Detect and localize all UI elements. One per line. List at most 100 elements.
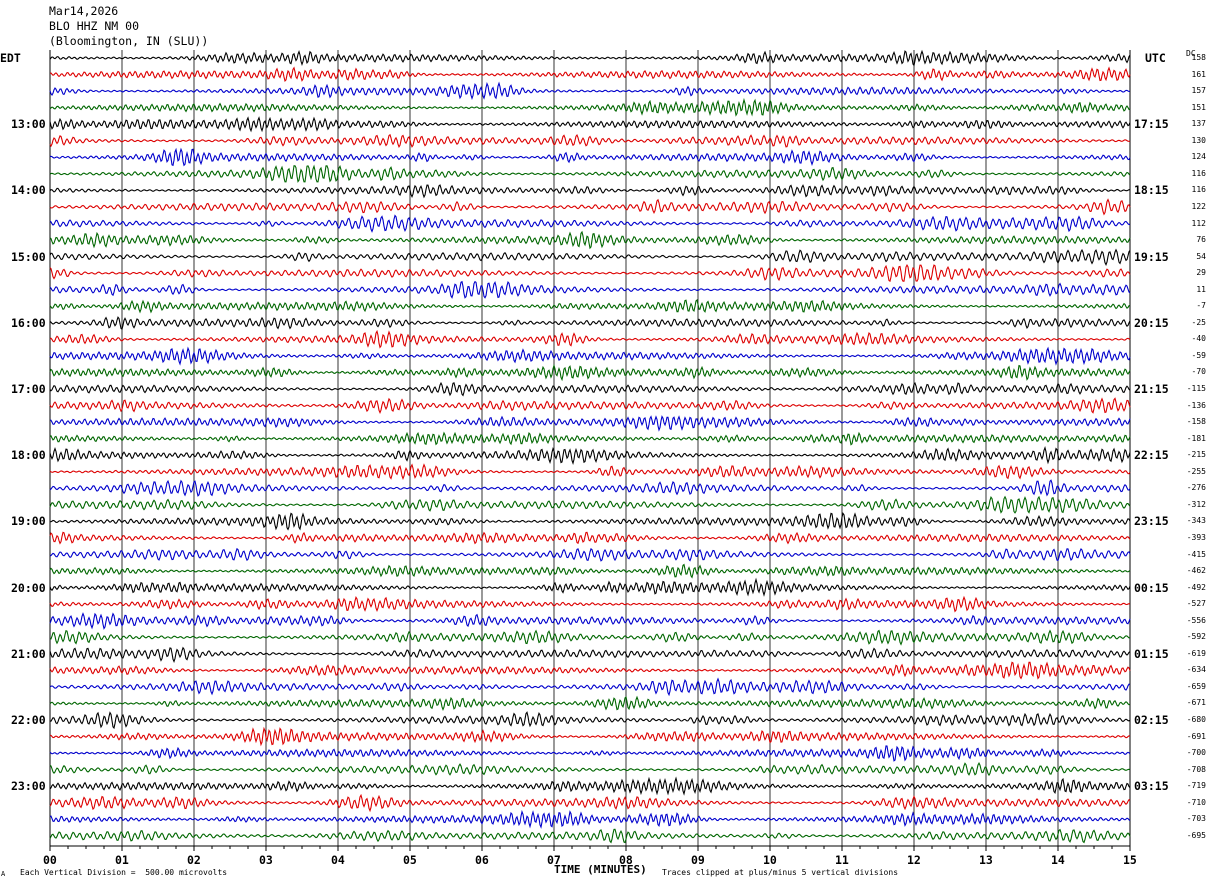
seismic-trace xyxy=(49,49,1131,67)
dc-offset-value: -462 xyxy=(1186,566,1206,576)
timezone-left-label: EDT xyxy=(0,51,21,65)
seismic-trace xyxy=(49,646,1131,664)
dc-offset-value: -492 xyxy=(1186,582,1206,592)
dc-offset-value: 158 xyxy=(1191,53,1206,62)
right-time-label: 21:15 xyxy=(1134,382,1169,396)
right-time-label: 17:15 xyxy=(1134,117,1169,132)
seismic-trace xyxy=(49,264,1131,282)
seismic-trace xyxy=(49,397,1131,415)
dc-offset-value: -215 xyxy=(1186,450,1206,460)
seismic-trace xyxy=(49,577,1131,597)
seismic-trace xyxy=(49,629,1131,646)
dc-offset-value: 76 xyxy=(1196,235,1206,245)
footer-mark: A xyxy=(1,870,6,878)
seismic-trace xyxy=(49,563,1131,579)
right-time-label: 02:15 xyxy=(1134,713,1169,727)
seismic-trace xyxy=(49,495,1131,514)
seismic-trace xyxy=(49,81,1131,100)
x-tick-label: 02 xyxy=(187,853,201,867)
dc-offset-value: -527 xyxy=(1186,599,1206,609)
left-time-label: 21:00 xyxy=(11,646,46,661)
dc-offset-value: -181 xyxy=(1186,433,1206,443)
seismic-trace xyxy=(49,299,1131,314)
x-tick-label: 00 xyxy=(43,853,57,867)
seismic-trace xyxy=(49,280,1131,299)
dc-offset-value: -343 xyxy=(1186,516,1206,526)
right-time-label: 00:15 xyxy=(1134,580,1169,595)
seismic-trace xyxy=(49,147,1131,167)
dc-offset-value: 137 xyxy=(1191,119,1206,129)
dc-offset-value: -700 xyxy=(1186,748,1206,758)
dc-offset-value: -158 xyxy=(1186,417,1206,427)
dc-offset-value: 157 xyxy=(1191,86,1206,96)
dc-offset-value: -680 xyxy=(1186,715,1206,724)
right-time-label: 03:15 xyxy=(1134,779,1169,794)
seismic-trace xyxy=(49,214,1131,233)
seismic-trace xyxy=(49,198,1131,216)
dc-offset-value: -70 xyxy=(1191,367,1206,377)
dc-offset-value: 124 xyxy=(1191,152,1206,162)
dc-offset-value: 29 xyxy=(1196,268,1206,278)
dc-offset-value: -136 xyxy=(1186,400,1206,410)
seismic-trace xyxy=(49,184,1131,199)
left-time-label: 18:00 xyxy=(11,448,46,463)
x-tick-label: 05 xyxy=(403,853,417,867)
dc-offset-value: -25 xyxy=(1191,317,1206,327)
dc-offset-value: -671 xyxy=(1186,698,1206,708)
x-tick-label: 10 xyxy=(763,853,777,867)
seismic-trace xyxy=(49,415,1131,432)
dc-offset-value: -7 xyxy=(1196,301,1206,311)
seismic-trace xyxy=(49,612,1131,630)
left-time-label: 20:00 xyxy=(11,580,46,595)
dc-offset-value: 130 xyxy=(1191,135,1206,145)
seismic-trace xyxy=(49,677,1131,697)
seismic-trace xyxy=(49,711,1131,730)
x-tick-label: 08 xyxy=(619,853,633,867)
dc-offset-value: -312 xyxy=(1186,499,1206,509)
seismic-trace xyxy=(49,346,1131,366)
dc-offset-value: -393 xyxy=(1186,532,1206,542)
seismic-trace xyxy=(49,661,1131,680)
dc-offset-value: -255 xyxy=(1186,466,1206,476)
seismic-trace xyxy=(49,248,1131,266)
dc-offset-value: -703 xyxy=(1186,814,1206,824)
x-axis-label: TIME (MINUTES) xyxy=(554,863,647,876)
dc-offset-value: -276 xyxy=(1186,483,1206,493)
dc-offset-value: 116 xyxy=(1191,185,1206,195)
right-time-label: 19:15 xyxy=(1134,249,1169,264)
seismic-trace xyxy=(49,512,1131,531)
x-tick-label: 14 xyxy=(1051,853,1065,867)
seismic-trace xyxy=(49,726,1131,747)
seismic-trace xyxy=(49,793,1131,813)
dc-column-label: DC xyxy=(1186,49,1196,58)
seismic-trace xyxy=(49,431,1131,446)
x-tick-label: 03 xyxy=(259,853,273,867)
seismic-trace xyxy=(49,531,1131,545)
header-date: Mar14,2026 xyxy=(49,4,119,18)
x-tick-label: 15 xyxy=(1123,853,1137,867)
dc-offset-value: -708 xyxy=(1186,764,1206,774)
seismic-trace xyxy=(49,133,1131,148)
seismic-trace xyxy=(49,363,1131,382)
dc-offset-value: 54 xyxy=(1196,251,1206,261)
seismic-trace xyxy=(49,230,1131,250)
seismic-trace xyxy=(49,761,1131,777)
x-tick-label: 12 xyxy=(907,853,921,867)
seismic-trace xyxy=(49,66,1131,83)
timezone-right-label: UTC xyxy=(1145,51,1166,65)
seismic-trace xyxy=(49,595,1131,613)
x-tick-label: 06 xyxy=(475,853,489,867)
dc-offset-value: -695 xyxy=(1186,830,1206,840)
right-time-label: 20:15 xyxy=(1134,315,1169,330)
dc-offset-value: 122 xyxy=(1191,201,1206,211)
footer-clip-note: Traces clipped at plus/minus 5 vertical … xyxy=(662,868,899,877)
dc-offset-value: -719 xyxy=(1186,781,1206,791)
x-tick-label: 09 xyxy=(691,853,705,867)
dc-offset-value: -40 xyxy=(1191,334,1206,344)
right-time-label: 01:15 xyxy=(1134,646,1169,661)
left-time-label: 23:00 xyxy=(11,779,46,794)
seismic-trace xyxy=(49,479,1131,497)
dc-offset-value: -415 xyxy=(1186,549,1206,559)
right-time-label: 23:15 xyxy=(1134,514,1169,529)
right-time-label: 18:15 xyxy=(1134,183,1169,198)
